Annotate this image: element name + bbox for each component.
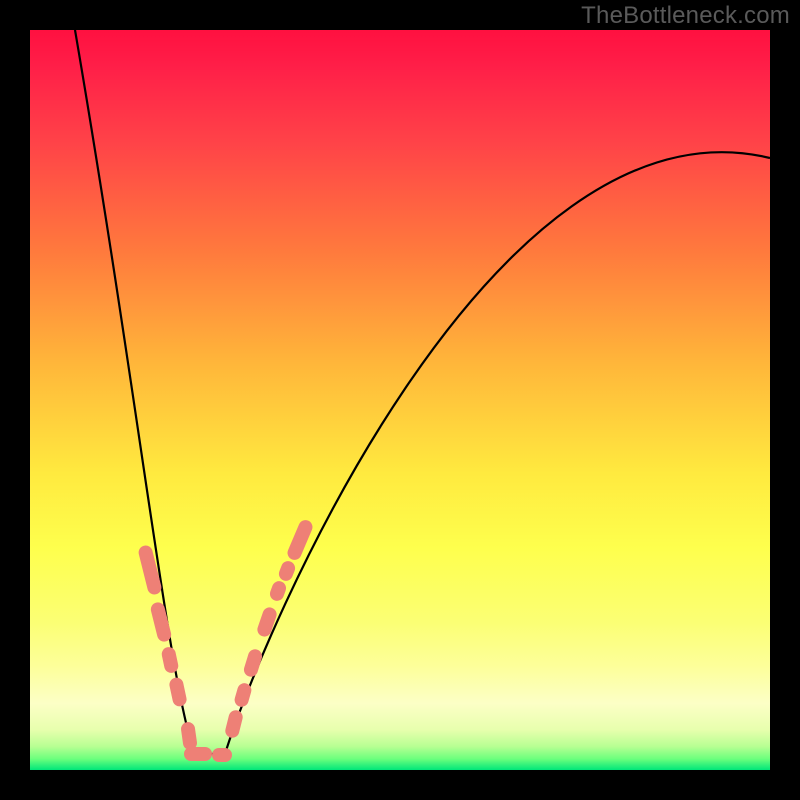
bottleneck-curve-chart bbox=[0, 0, 800, 800]
chart-container: TheBottleneck.com bbox=[0, 0, 800, 800]
chart-gradient-background bbox=[30, 30, 770, 770]
watermark-text: TheBottleneck.com bbox=[581, 2, 790, 30]
curve-marker bbox=[212, 748, 232, 762]
curve-marker bbox=[184, 747, 212, 761]
